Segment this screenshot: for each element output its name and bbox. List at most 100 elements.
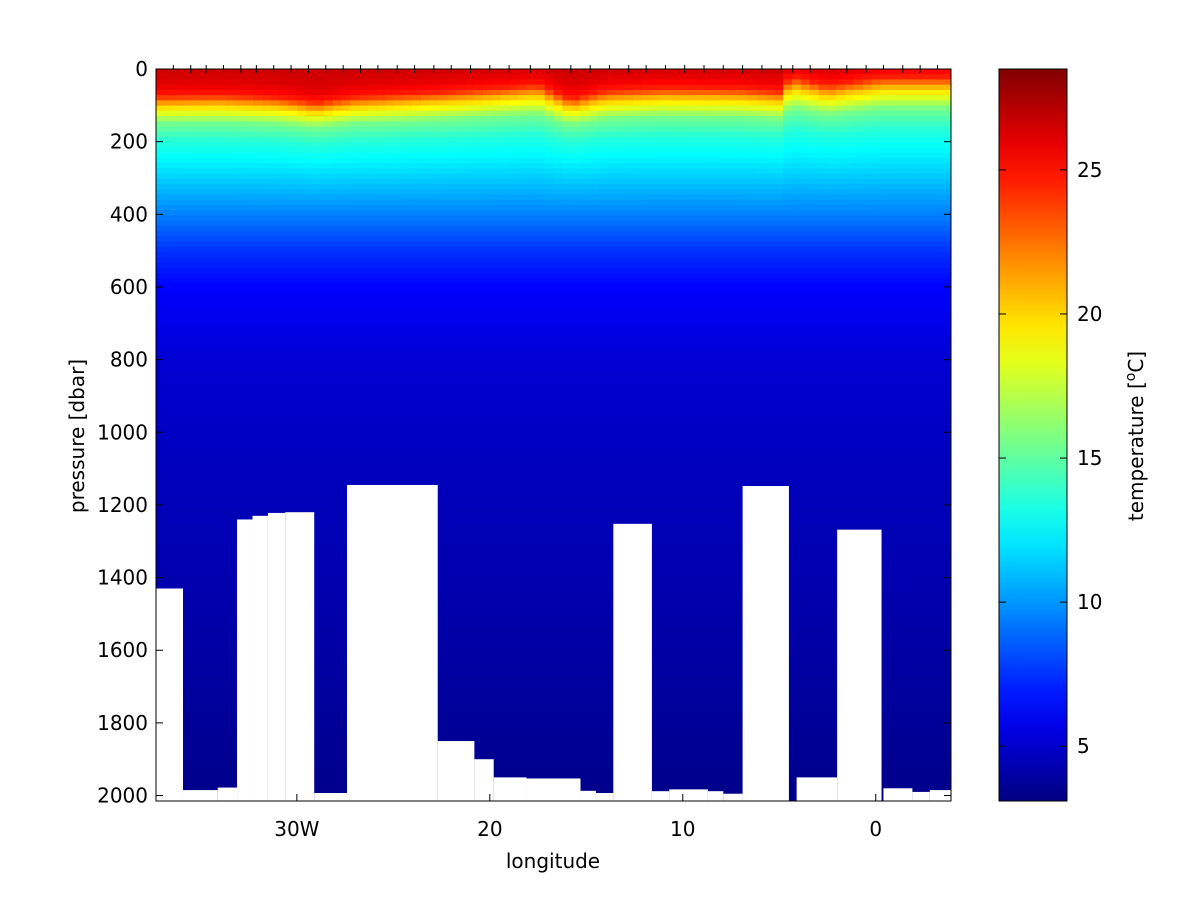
heatmap-cell [279,262,290,269]
heatmap-cell [359,440,369,447]
heatmap-cell [421,471,431,478]
heatmap-cell [438,429,449,436]
heatmap-cell [191,560,201,567]
heatmap-cell [191,743,201,750]
heatmap-cell [235,163,246,170]
heatmap-cell [456,340,466,347]
heatmap-cell [244,225,254,232]
heatmap-cell [173,157,184,164]
heatmap-cell [412,79,422,86]
heatmap-cell [297,398,307,405]
heatmap-cell [288,157,299,164]
heatmap-cell [200,555,210,562]
heatmap-cell [279,335,290,342]
heatmap-cell [421,309,431,316]
heatmap-cell [412,382,422,389]
heatmap-cell [429,257,440,264]
heatmap-cell [350,178,360,185]
heatmap-cell [421,440,431,447]
heatmap-cell [385,435,396,442]
heatmap-cell [323,335,334,342]
heatmap-cell [438,173,449,180]
heatmap-cell [465,131,475,138]
heatmap-cell [306,157,316,164]
heatmap-cell [164,116,175,123]
heatmap-cell [209,319,219,326]
heatmap-cell [217,638,228,645]
heatmap-cell [173,351,184,358]
heatmap-cell [429,199,440,206]
heatmap-cell [209,748,219,755]
heatmap-cell [156,555,166,562]
heatmap-cell [315,502,325,509]
heatmap-cell [323,649,334,656]
heatmap-cell [182,152,193,159]
heatmap-cell [182,189,193,196]
heatmap-cell [164,351,175,358]
heatmap-cell [262,204,272,211]
heatmap-cell [182,372,193,379]
heatmap-cell [447,612,458,619]
heatmap-cell [421,220,431,227]
heatmap-cell [376,272,387,279]
heatmap-cell [421,414,431,421]
heatmap-cell [209,74,219,81]
heatmap-cell [279,293,290,300]
heatmap-cell [200,502,210,509]
heatmap-cell [200,785,210,792]
heatmap-cell [306,476,316,483]
heatmap-cell [394,189,405,196]
heatmap-cell [456,84,466,91]
heatmap-cell [279,168,290,175]
heatmap-cell [421,147,431,154]
heatmap-cell [279,136,290,143]
heatmap-cell [235,361,246,368]
heatmap-cell [438,607,449,614]
heatmap-cell [156,110,166,117]
heatmap-cell [235,147,246,154]
heatmap-cell [244,497,254,504]
heatmap-cell [323,618,334,625]
heatmap-cell [456,163,466,170]
heatmap-cell [226,346,237,353]
heatmap-cell [182,743,193,750]
heatmap-cell [359,455,369,462]
heatmap-cell [376,168,387,175]
heatmap-cell [297,189,307,196]
heatmap-cell [270,387,281,394]
heatmap-cell [173,257,184,264]
heatmap-cell [191,586,201,593]
heatmap-cell [244,163,254,170]
heatmap-cell [156,189,166,196]
heatmap-cell [182,293,193,300]
heatmap-cell [253,382,263,389]
heatmap-cell [394,351,405,358]
heatmap-cell [447,220,458,227]
heatmap-cell [323,492,334,499]
heatmap-cell [164,513,175,520]
heatmap-cell [465,110,475,117]
heatmap-cell [182,398,193,405]
heatmap-cell [323,612,334,619]
heatmap-cell [403,204,413,211]
heatmap-cell [403,471,413,478]
heatmap-cell [244,440,254,447]
heatmap-cell [262,100,272,107]
heatmap-cell [438,325,449,332]
heatmap-cell [217,565,228,572]
heatmap-cell [209,544,219,551]
heatmap-cell [456,231,466,238]
heatmap-cell [235,382,246,389]
heatmap-cell [376,121,387,128]
heatmap-cell [209,309,219,316]
heatmap-cell [253,325,263,332]
heatmap-cell [332,722,343,729]
heatmap-cell [394,220,405,227]
heatmap-cell [315,654,325,661]
heatmap-cell [182,267,193,274]
heatmap-cell [209,152,219,159]
heatmap-cell [447,178,458,185]
heatmap-cell [359,346,369,353]
heatmap-cell [385,367,396,374]
heatmap-cell [164,241,175,248]
